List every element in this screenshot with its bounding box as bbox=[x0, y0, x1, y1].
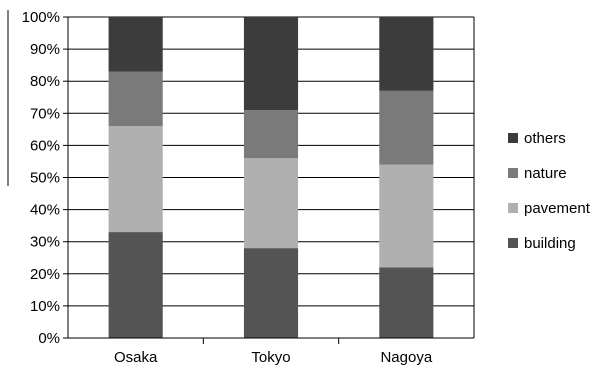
category-label-nagoya: Nagoya bbox=[380, 349, 432, 366]
bar-segment-nature-osaka bbox=[108, 71, 163, 127]
bar-segment-others-osaka bbox=[108, 17, 163, 72]
y-tick-label: 20% bbox=[30, 266, 60, 283]
bar-segment-nature-tokyo bbox=[243, 110, 299, 159]
bar-segment-pavement-osaka bbox=[108, 126, 163, 233]
y-tick-label: 80% bbox=[30, 73, 60, 90]
y-tick-label: 10% bbox=[30, 298, 60, 315]
bar-segment-building-tokyo bbox=[243, 248, 299, 338]
legend-swatch-nature bbox=[508, 168, 518, 178]
legend-swatch-others bbox=[508, 133, 518, 143]
legend: others nature pavement building bbox=[508, 130, 591, 252]
y-tick-label: 90% bbox=[30, 41, 60, 58]
bar-segment-building-nagoya bbox=[379, 267, 434, 338]
bar-segment-nature-nagoya bbox=[379, 90, 434, 165]
legend-swatch-building bbox=[508, 238, 518, 248]
category-label-tokyo: Tokyo bbox=[251, 349, 290, 366]
y-tick-label: 30% bbox=[30, 234, 60, 251]
axes bbox=[63, 16, 475, 344]
y-tick-label: 0% bbox=[38, 330, 60, 347]
bar-segment-pavement-nagoya bbox=[379, 164, 434, 268]
y-tick-label: 70% bbox=[30, 105, 60, 122]
legend-label-nature: nature bbox=[524, 165, 567, 182]
y-tick-label: 40% bbox=[30, 202, 60, 219]
legend-label-pavement: pavement bbox=[524, 200, 591, 217]
bar-segment-pavement-tokyo bbox=[243, 158, 299, 249]
bar-segment-building-osaka bbox=[108, 232, 163, 338]
bar-segment-others-nagoya bbox=[379, 17, 434, 91]
legend-label-others: others bbox=[524, 130, 566, 147]
y-tick-label: 100% bbox=[22, 9, 60, 26]
y-tick-label: 50% bbox=[30, 170, 60, 187]
y-tick-label: 60% bbox=[30, 137, 60, 154]
bar-segment-others-tokyo bbox=[243, 17, 299, 111]
legend-swatch-pavement bbox=[508, 203, 518, 213]
category-labels: Osaka Tokyo Nagoya bbox=[114, 349, 433, 366]
y-tick-labels: 0% 10% 20% 30% 40% 50% 60% 70% 80% 90% 100% bbox=[22, 9, 60, 347]
bars bbox=[108, 17, 434, 338]
category-label-osaka: Osaka bbox=[114, 349, 158, 366]
legend-label-building: building bbox=[524, 235, 576, 252]
